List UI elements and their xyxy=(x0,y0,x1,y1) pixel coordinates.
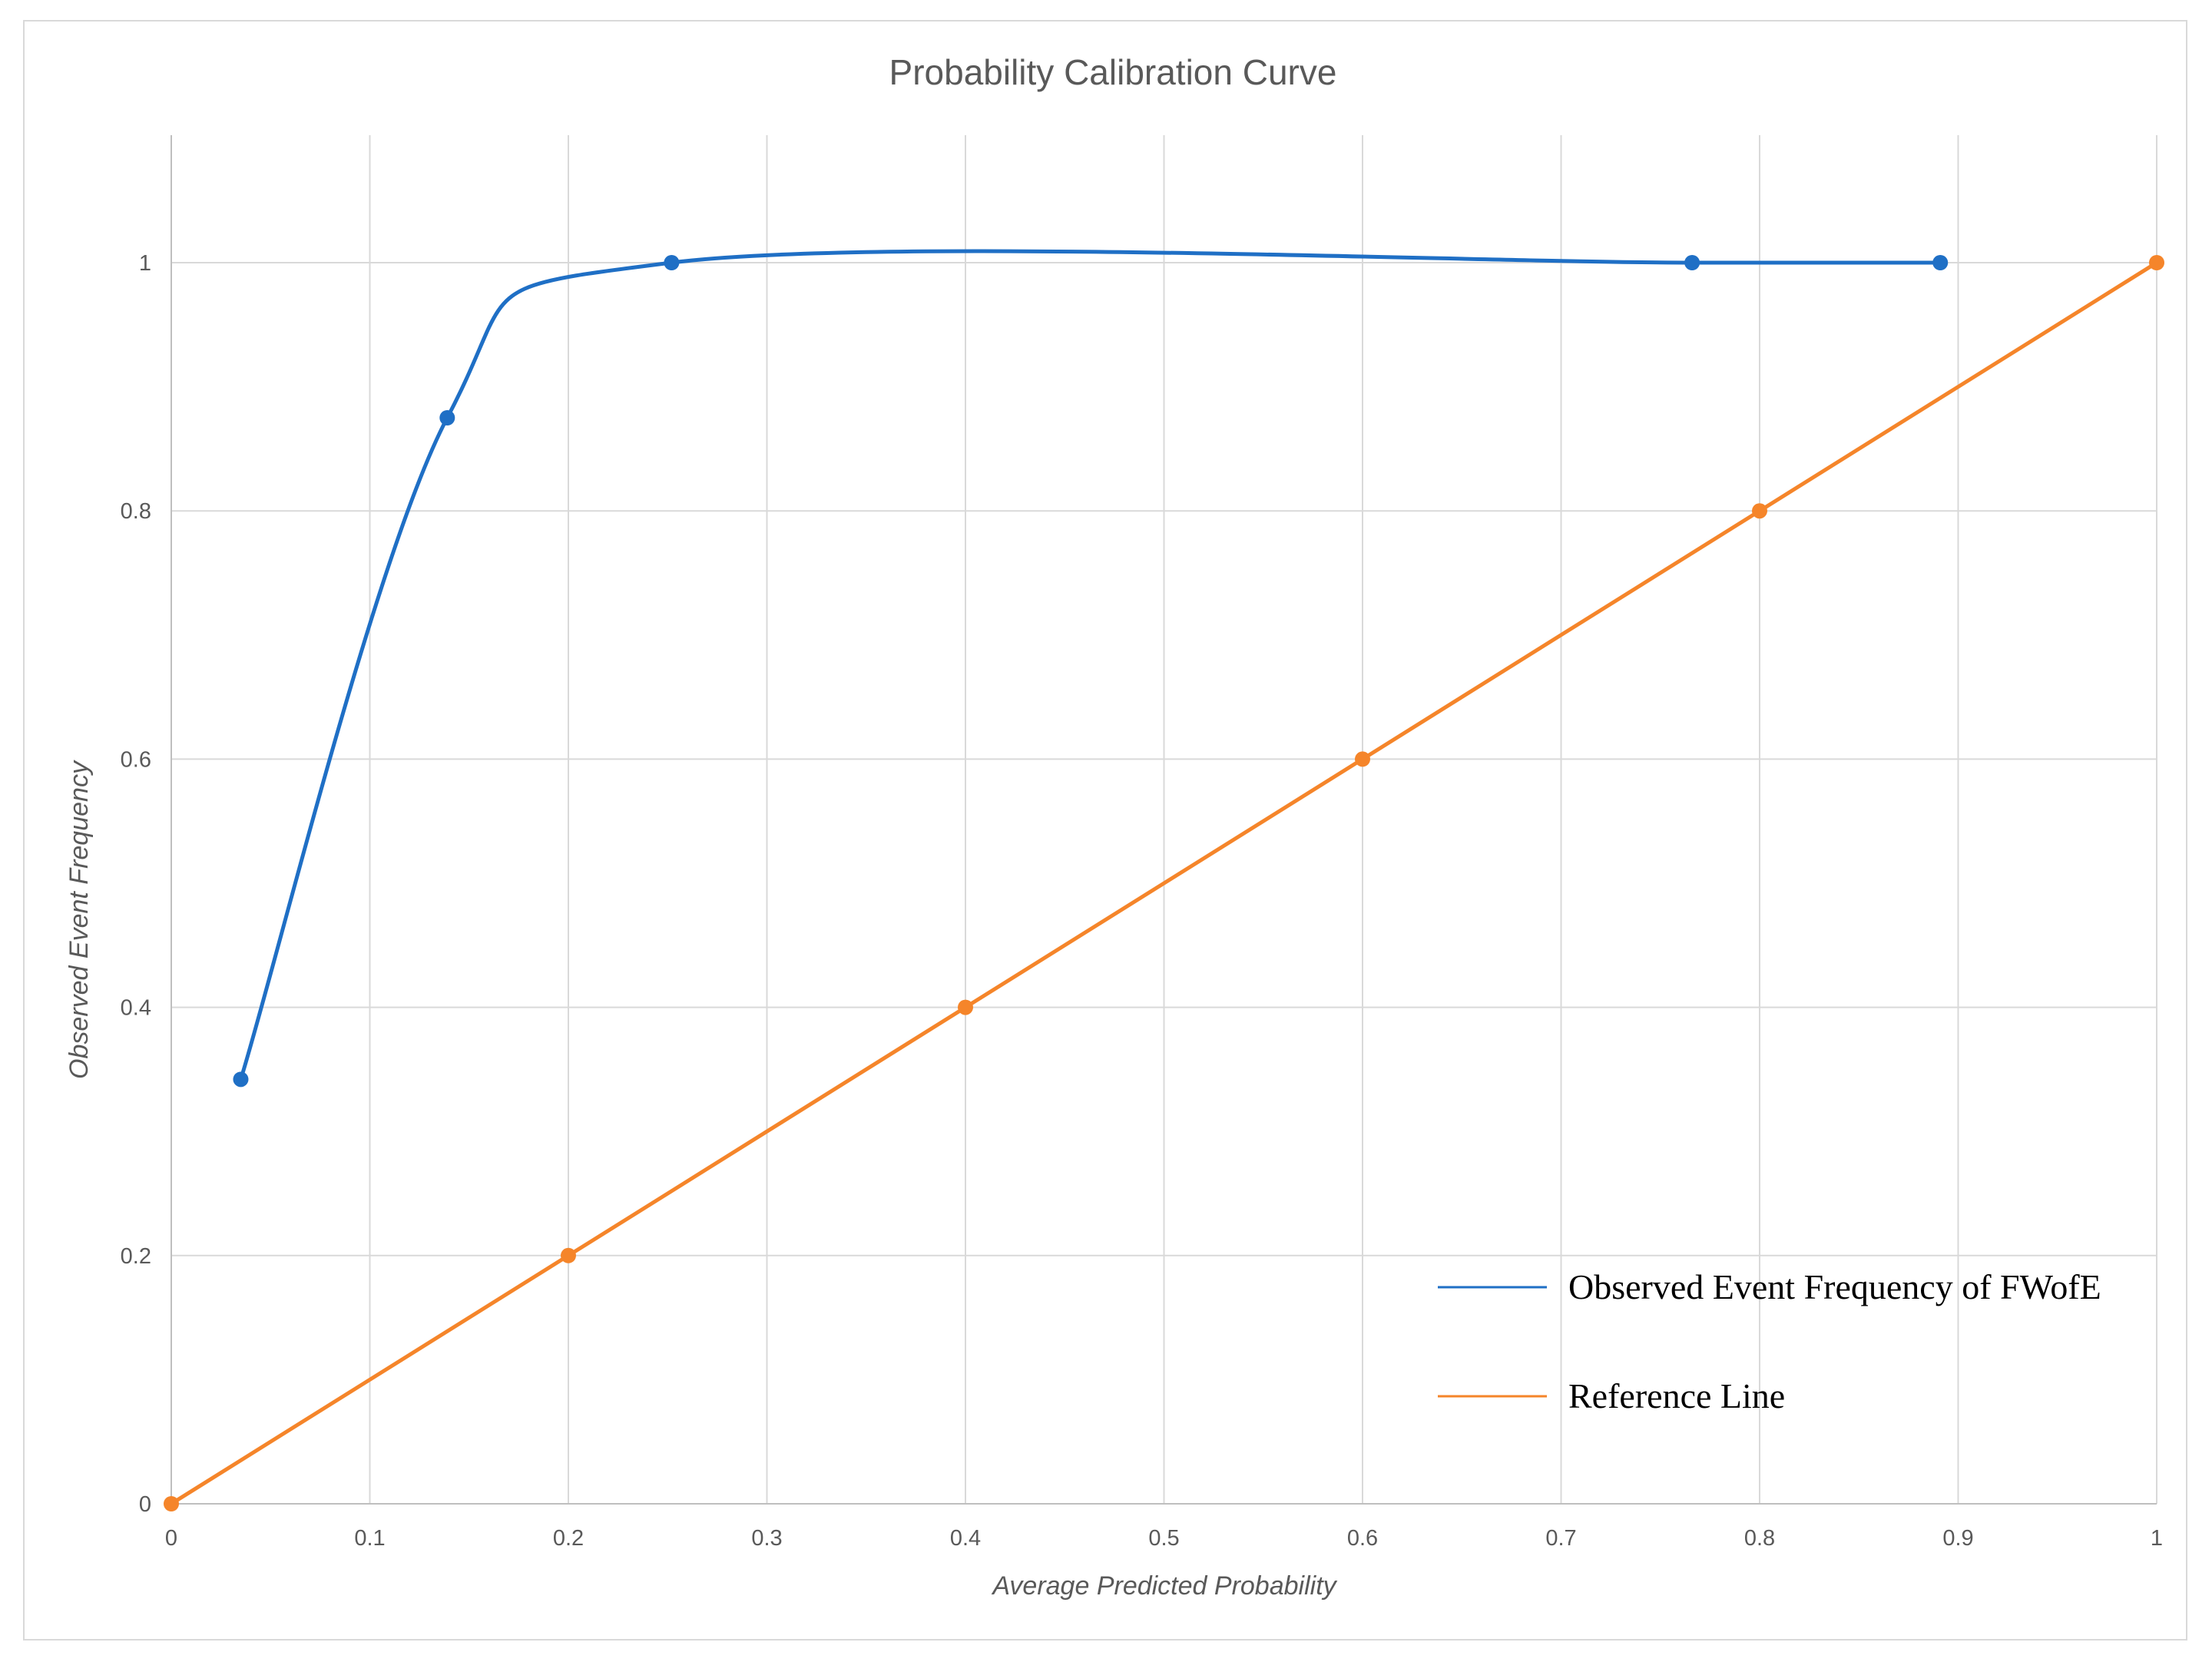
series-line-0 xyxy=(238,249,1942,1081)
x-tick-label: 1 xyxy=(2151,1526,2163,1551)
x-tick-label: 0.3 xyxy=(751,1526,782,1551)
x-tick-label: 0.5 xyxy=(1148,1526,1179,1551)
x-tick-label: 0 xyxy=(165,1526,177,1551)
calibration-chart: 0 0.1 0.2 0.3 0.4 0.5 0.6 0.7 0.8 0.9 1 0 0.2 0.4 0.6 0… xyxy=(65,52,2164,1601)
data-point-series-1 xyxy=(2149,255,2164,270)
y-axis-title: Observed Event Frequency xyxy=(65,760,94,1079)
y-tick-label: 0.8 xyxy=(121,499,151,524)
data-point-series-0 xyxy=(664,255,680,270)
data-point-series-1 xyxy=(561,1247,576,1263)
data-point-series-0 xyxy=(1932,255,1949,270)
legend-label: Observed Event Frequency of FWofE xyxy=(1568,1267,2101,1306)
legend-label: Reference Line xyxy=(1568,1376,1785,1415)
x-tick-label: 0.6 xyxy=(1347,1526,1378,1551)
y-tick-label: 0.6 xyxy=(121,747,151,772)
legend: Observed Event Frequency of FWofE Referen… xyxy=(1438,1267,2101,1415)
y-tick-label: 0.2 xyxy=(121,1244,151,1269)
data-point-series-1 xyxy=(958,999,973,1015)
chart-title: Probability Calibration Curve xyxy=(889,52,1337,92)
series-markers xyxy=(164,255,2164,1511)
data-point-series-1 xyxy=(164,1496,179,1511)
chart-area: 0 0.1 0.2 0.3 0.4 0.5 0.6 0.7 0.8 0.9 1 0 0.2 0.4 0.6 0… xyxy=(23,20,2187,1640)
x-axis-title: Average Predicted Probability xyxy=(991,1571,1337,1601)
data-point-series-1 xyxy=(1355,751,1370,767)
y-tick-label: 0.4 xyxy=(121,996,151,1021)
x-tick-label: 0.2 xyxy=(553,1526,584,1551)
data-point-series-0 xyxy=(1684,255,1700,270)
data-point-series-0 xyxy=(439,410,455,425)
x-tick-label: 0.1 xyxy=(354,1526,385,1551)
series-line-1 xyxy=(169,260,2159,1506)
y-tick-label: 1 xyxy=(139,251,151,276)
x-tick-label: 0.8 xyxy=(1744,1526,1775,1551)
x-tick-label: 0.7 xyxy=(1545,1526,1576,1551)
axes: 0 0.1 0.2 0.3 0.4 0.5 0.6 0.7 0.8 0.9 1 0 0.2 0.4 0.6 0… xyxy=(121,135,2163,1551)
data-point-series-0 xyxy=(233,1071,249,1088)
x-tick-label: 0.4 xyxy=(950,1526,981,1551)
x-tick-label: 0.9 xyxy=(1942,1526,1973,1551)
y-tick-label: 0 xyxy=(139,1492,151,1517)
data-point-series-1 xyxy=(1752,503,1767,519)
